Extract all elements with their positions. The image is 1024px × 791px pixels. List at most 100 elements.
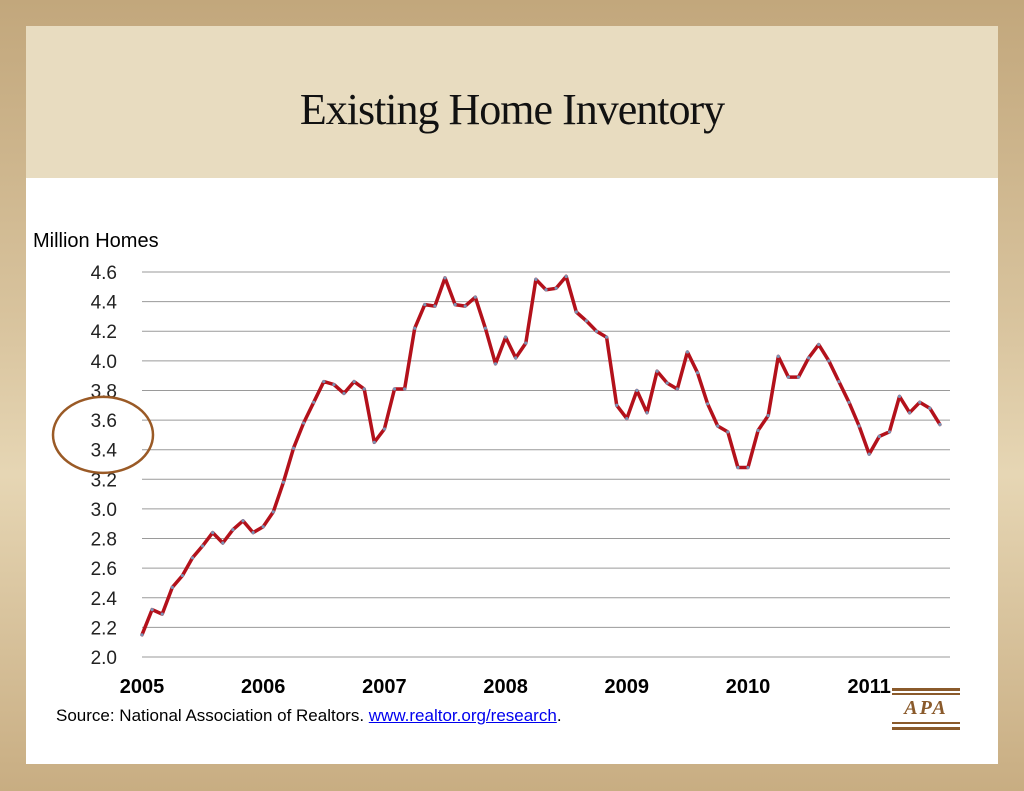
data-point [231, 528, 235, 532]
data-point [443, 276, 447, 280]
data-point [766, 414, 770, 418]
data-point [675, 387, 679, 391]
data-point [554, 286, 558, 290]
logo-rule-top [892, 688, 960, 691]
y-tick-label: 2.0 [91, 648, 117, 669]
data-point [847, 400, 851, 404]
apa-logo: APA [892, 688, 960, 730]
data-point [746, 465, 750, 470]
data-point [877, 434, 881, 438]
data-point [291, 446, 296, 450]
y-tick-label: 2.4 [91, 589, 118, 610]
data-point [574, 310, 578, 314]
x-tick-label: 2011 [848, 676, 891, 698]
data-point [251, 531, 255, 535]
x-tick-label: 2010 [726, 676, 771, 698]
data-point [160, 612, 164, 616]
data-point [201, 544, 205, 548]
data-point [504, 335, 508, 339]
data-point [211, 531, 215, 535]
data-point [908, 411, 912, 415]
data-point [665, 381, 669, 385]
data-point [453, 302, 457, 307]
page-title: Existing Home Inventory [299, 85, 725, 134]
data-point [564, 274, 568, 279]
x-tick-label: 2005 [120, 676, 165, 698]
data-point [493, 362, 498, 366]
data-point [615, 403, 619, 407]
data-point [342, 391, 346, 396]
data-point [403, 387, 407, 391]
data-point [423, 302, 427, 307]
logo-rule-bottom-thin [892, 722, 960, 724]
data-point [382, 427, 386, 431]
data-point [726, 430, 730, 434]
data-point [857, 424, 861, 428]
data-point [544, 288, 548, 292]
y-tick-label: 4.2 [91, 322, 117, 343]
source-prefix: Source: National Association of Realtors… [56, 706, 369, 725]
y-axis-ticks: 2.0 2.2 2.4 2.6 2.8 3.0 3.2 3.4 3.6 3.8 4.0 4.2 4.4 4… [91, 263, 118, 669]
x-tick-label: 2009 [605, 676, 650, 698]
data-point [706, 402, 710, 406]
data-point [928, 406, 932, 410]
source-note: Source: National Association of Realtors… [56, 706, 562, 726]
y-tick-label: 2.8 [91, 530, 117, 551]
chart-gridlines [142, 271, 950, 658]
chart-highlight [51, 395, 155, 475]
data-point [352, 379, 356, 384]
y-tick-label: 4.0 [91, 352, 117, 373]
source-link[interactable]: www.realtor.org/research [368, 706, 557, 725]
data-point [372, 440, 376, 444]
data-point [645, 411, 649, 415]
y-tick-label: 3.0 [91, 500, 117, 521]
logo-rule-top-thin [892, 693, 960, 695]
data-point [918, 400, 922, 404]
data-point [362, 387, 366, 391]
data-point [827, 359, 831, 363]
data-point [685, 350, 690, 354]
data-point [635, 388, 639, 393]
y-tick-label: 2.2 [91, 618, 117, 639]
y-tick-label: 3.2 [91, 470, 117, 491]
data-point [736, 465, 740, 470]
y-axis-unit-label: Million Homes [33, 230, 159, 252]
data-point [170, 585, 174, 590]
data-point [695, 371, 700, 375]
data-point [534, 277, 538, 282]
logo-rule-bottom [892, 727, 960, 730]
data-point [837, 379, 841, 384]
y-tick-label: 3.8 [91, 381, 117, 402]
data-point [281, 480, 285, 484]
y-tick-label: 2.6 [91, 559, 117, 580]
data-point [807, 356, 811, 360]
y-tick-label: 3.4 [91, 441, 118, 462]
logo-text: APA [904, 697, 948, 719]
data-point [241, 519, 245, 523]
data-point [413, 326, 417, 330]
data-point [887, 430, 892, 434]
data-point [180, 573, 184, 578]
x-tick-label: 2007 [362, 676, 407, 698]
data-point [302, 421, 306, 425]
data-point [463, 304, 467, 308]
slide-canvas: Existing Home Inventory Million Homes [26, 26, 998, 764]
y-tick-label: 3.6 [91, 411, 117, 432]
series-line [140, 274, 942, 637]
data-point [716, 424, 720, 428]
x-tick-label: 2006 [241, 676, 286, 698]
data-point [867, 452, 871, 456]
data-point [796, 375, 801, 379]
data-point [594, 329, 599, 333]
x-tick-label: 2008 [483, 676, 528, 698]
data-point [332, 382, 336, 387]
x-axis-ticks: 2005 2006 2007 2008 2009 2010 2011 [120, 676, 891, 698]
data-point [897, 394, 902, 398]
source-suffix: . [556, 706, 562, 725]
data-point [605, 335, 609, 339]
data-point [433, 304, 437, 308]
title-band: Existing Home Inventory [26, 26, 998, 178]
data-point [392, 387, 397, 391]
data-point [524, 341, 528, 345]
